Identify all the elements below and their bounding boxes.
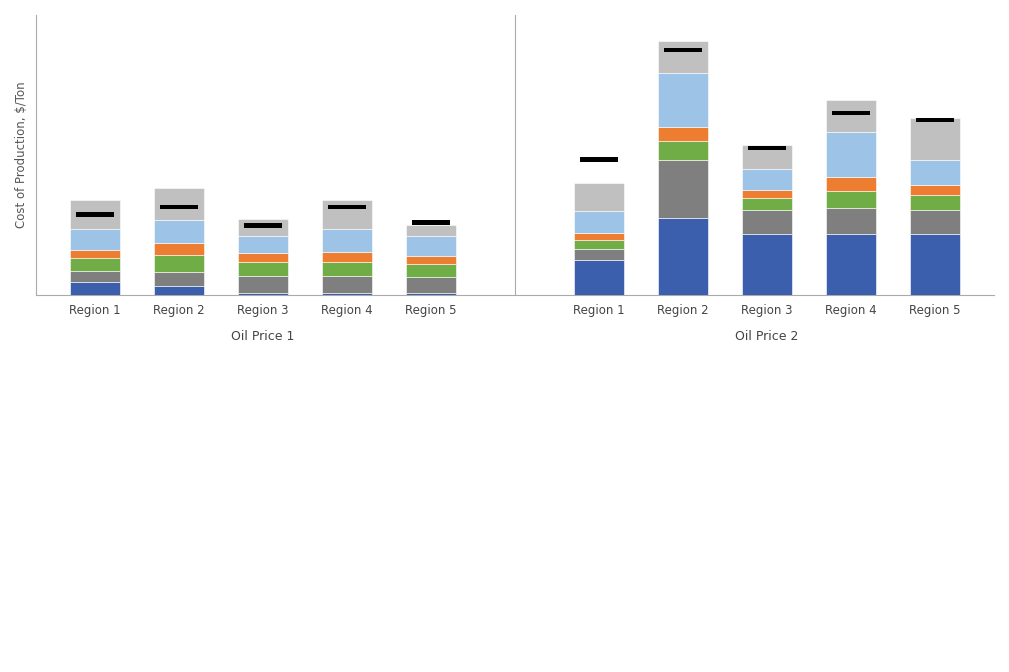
Bar <box>580 157 619 162</box>
Bar <box>742 210 792 234</box>
Bar <box>826 132 877 177</box>
Bar <box>154 286 205 295</box>
Bar <box>70 258 120 271</box>
Bar <box>322 200 372 229</box>
Text: Oil Price 2: Oil Price 2 <box>736 330 799 343</box>
Bar <box>910 161 961 185</box>
Bar <box>154 272 205 286</box>
Bar <box>916 118 955 122</box>
Bar <box>910 234 961 295</box>
Bar <box>322 293 372 295</box>
Y-axis label: Cost of Production, $/Ton: Cost of Production, $/Ton <box>15 81 28 228</box>
Bar <box>70 229 120 250</box>
Bar <box>574 260 625 295</box>
Bar <box>826 234 877 295</box>
Bar <box>238 253 289 261</box>
Bar <box>322 261 372 276</box>
Bar <box>406 225 456 237</box>
Bar <box>77 212 114 217</box>
Bar <box>910 118 961 161</box>
Bar <box>910 195 961 210</box>
Bar <box>658 159 708 218</box>
Bar <box>154 220 205 243</box>
Bar <box>749 146 786 151</box>
Bar <box>574 183 625 211</box>
Bar <box>322 229 372 252</box>
Bar <box>322 276 372 293</box>
Bar <box>406 264 456 277</box>
Bar <box>328 205 366 210</box>
Bar <box>574 211 625 233</box>
Bar <box>658 141 708 159</box>
Bar <box>154 255 205 272</box>
Bar <box>406 293 456 295</box>
Bar <box>154 188 205 220</box>
Bar <box>910 210 961 234</box>
Bar <box>742 198 792 210</box>
Bar <box>70 200 120 229</box>
Bar <box>826 208 877 234</box>
Bar <box>160 205 198 210</box>
Bar <box>406 237 456 256</box>
Bar <box>826 100 877 132</box>
Bar <box>70 250 120 258</box>
Bar <box>742 234 792 295</box>
Bar <box>322 252 372 261</box>
Bar <box>832 111 870 115</box>
Text: Oil Price 1: Oil Price 1 <box>231 330 295 343</box>
Bar <box>658 127 708 141</box>
Bar <box>742 169 792 190</box>
Bar <box>413 220 450 225</box>
Bar <box>406 277 456 293</box>
Bar <box>238 293 289 295</box>
Bar <box>826 191 877 208</box>
Bar <box>238 235 289 253</box>
Bar <box>574 249 625 260</box>
Bar <box>244 223 283 228</box>
Bar <box>658 40 708 73</box>
Bar <box>238 276 289 293</box>
Bar <box>658 218 708 295</box>
Bar <box>406 256 456 264</box>
Bar <box>574 233 625 240</box>
Bar <box>238 261 289 276</box>
Bar <box>742 190 792 198</box>
Bar <box>910 185 961 195</box>
Bar <box>154 243 205 255</box>
Bar <box>742 144 792 169</box>
Bar <box>70 282 120 295</box>
Bar <box>826 177 877 191</box>
Bar <box>238 219 289 235</box>
Bar <box>658 73 708 127</box>
Bar <box>664 48 702 52</box>
Bar <box>70 271 120 282</box>
Bar <box>574 240 625 249</box>
